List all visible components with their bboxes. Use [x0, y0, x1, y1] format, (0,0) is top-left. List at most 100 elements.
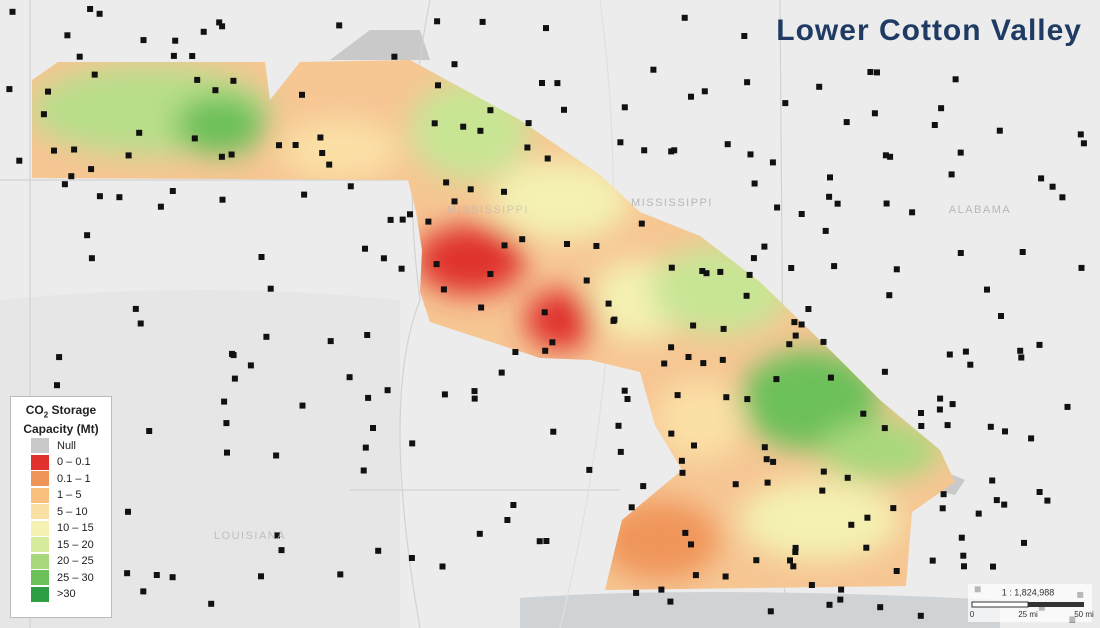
well: [231, 375, 238, 382]
well: [536, 538, 543, 545]
well: [787, 557, 793, 564]
well: [722, 573, 729, 580]
well: [640, 483, 647, 490]
well: [498, 369, 505, 376]
legend-label: 10 – 15: [57, 522, 94, 535]
well: [761, 444, 768, 451]
well: [471, 388, 478, 395]
well: [564, 241, 570, 247]
well: [299, 402, 306, 409]
legend-label: 25 – 30: [57, 571, 94, 584]
legend-item: >30: [11, 586, 111, 603]
well: [917, 612, 924, 619]
well: [223, 420, 230, 427]
well: [863, 544, 870, 551]
well: [820, 338, 827, 345]
well: [744, 396, 751, 403]
well: [688, 93, 694, 100]
well: [887, 153, 894, 160]
legend-swatch: [31, 570, 49, 586]
well: [633, 589, 640, 596]
well: [539, 80, 545, 86]
well: [816, 83, 823, 90]
well: [365, 394, 372, 401]
well: [724, 141, 731, 148]
well: [1028, 435, 1035, 442]
well: [9, 8, 16, 15]
well: [1002, 428, 1008, 435]
well: [501, 188, 507, 195]
well: [843, 119, 850, 126]
well: [690, 322, 697, 329]
well: [957, 250, 964, 256]
legend-item: 15 – 20: [11, 536, 111, 553]
well: [792, 549, 799, 555]
well: [747, 151, 754, 158]
well: [471, 395, 478, 402]
well: [434, 18, 441, 25]
well: [605, 300, 612, 307]
well: [936, 406, 943, 413]
well: [798, 211, 805, 217]
well: [169, 574, 176, 581]
well: [769, 159, 776, 166]
well: [258, 254, 265, 260]
well: [137, 320, 144, 327]
well: [487, 271, 494, 277]
scale-tick-label: 25 mi: [1018, 610, 1038, 619]
well: [844, 474, 851, 481]
well: [1044, 497, 1051, 504]
well: [753, 557, 760, 564]
well: [501, 242, 508, 249]
well: [292, 142, 299, 148]
well: [477, 127, 484, 134]
well: [440, 286, 447, 293]
well: [975, 510, 982, 517]
legend-item: 20 – 25: [11, 553, 111, 570]
well: [624, 396, 631, 402]
well: [153, 572, 160, 578]
well: [125, 152, 132, 159]
map-label: ALABAMA: [949, 204, 1011, 216]
well: [837, 596, 844, 603]
well: [96, 10, 103, 17]
well: [961, 563, 967, 570]
well: [1036, 489, 1043, 495]
well: [826, 193, 833, 200]
well: [881, 425, 888, 432]
well: [773, 376, 780, 383]
legend-swatch: [31, 586, 49, 602]
well: [267, 285, 274, 292]
well: [993, 497, 1000, 504]
well: [638, 220, 645, 227]
legend-item: Null: [11, 437, 111, 454]
well: [84, 232, 91, 239]
well: [668, 344, 675, 351]
well: [88, 255, 95, 262]
well: [319, 150, 326, 156]
well: [674, 392, 681, 399]
well: [76, 53, 83, 60]
well: [786, 341, 793, 348]
well: [301, 191, 308, 198]
legend-swatch: [31, 454, 49, 470]
well: [996, 127, 1003, 134]
well: [717, 268, 724, 275]
well: [949, 401, 956, 408]
well: [723, 394, 730, 401]
null-area: [330, 30, 430, 60]
well: [425, 218, 432, 225]
well: [827, 374, 834, 381]
legend-swatch: [31, 537, 49, 553]
well: [136, 129, 143, 136]
well: [550, 428, 557, 435]
well: [751, 180, 758, 187]
well: [957, 149, 964, 156]
well: [770, 458, 777, 465]
well: [682, 529, 689, 536]
well: [543, 25, 549, 32]
well: [967, 361, 974, 368]
well: [1021, 539, 1027, 546]
well: [741, 33, 748, 39]
well: [871, 110, 878, 117]
